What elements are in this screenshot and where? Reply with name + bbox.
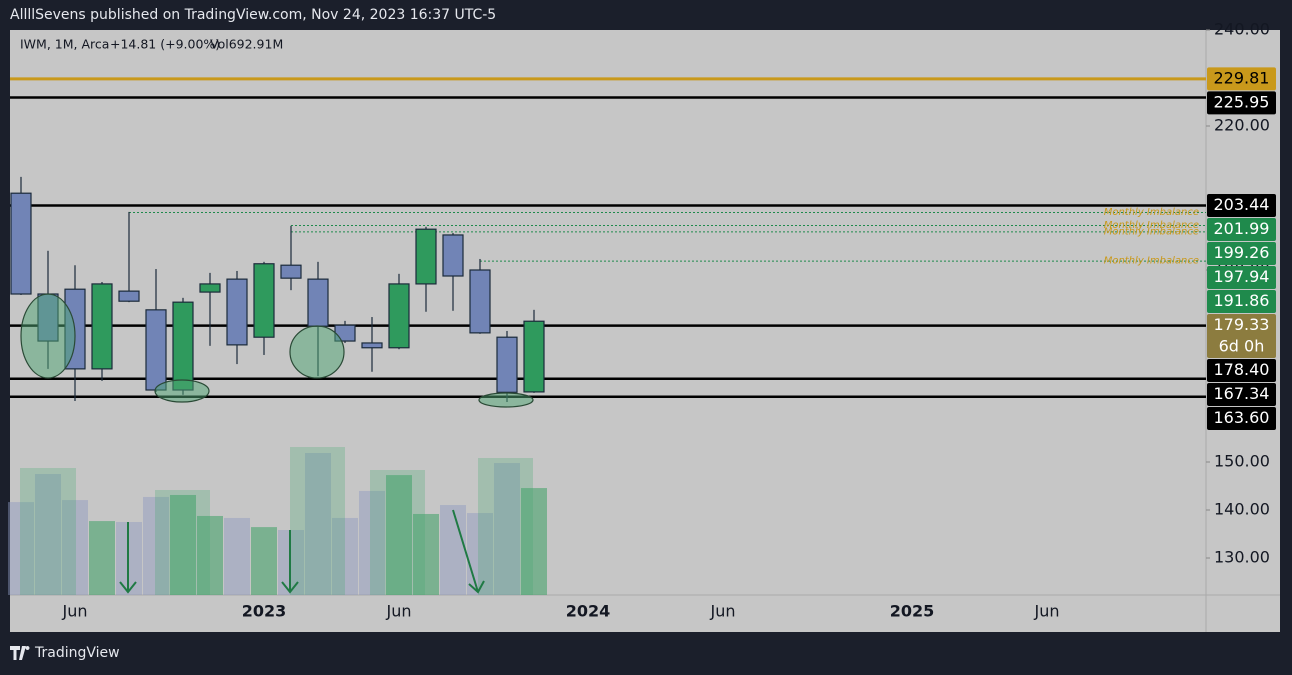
imbalance-label: Monthly Imbalance	[1104, 220, 1199, 231]
imbalance-label: Monthly Imbalance	[1104, 226, 1199, 237]
volume-bar	[305, 453, 331, 595]
volume-bar	[359, 490, 385, 595]
price-label-box	[1207, 91, 1276, 115]
ellipse	[478, 392, 534, 408]
user-drawings	[20, 447, 533, 595]
price-label-box	[1207, 289, 1276, 313]
price-label: 178.40	[1214, 360, 1270, 379]
highlight-box	[478, 458, 533, 595]
highlight-box	[290, 447, 345, 595]
price-label: 229.81	[1214, 68, 1270, 87]
candle-body	[280, 264, 302, 279]
price-label-box	[1207, 406, 1276, 430]
price-label: 197.94	[1214, 267, 1270, 286]
legend-volume: Vol692.91M	[210, 37, 283, 52]
ellipse	[20, 293, 76, 379]
price-label-box	[1207, 382, 1276, 406]
footer: TradingView	[10, 645, 120, 661]
candle-body	[415, 228, 437, 285]
candle-body	[172, 301, 194, 391]
price-label-box	[1207, 193, 1276, 217]
volume-bar	[413, 513, 439, 595]
countdown-label: 6d 0h	[1219, 336, 1265, 355]
price-label: 199.26	[1214, 243, 1270, 262]
price-label-box	[1207, 217, 1276, 241]
price-label: 203.44	[1214, 195, 1270, 214]
candle-body	[10, 192, 32, 295]
volume-bar	[386, 475, 412, 595]
highlight-box	[370, 470, 425, 595]
imbalance-label: Monthly Imbalance	[1104, 207, 1199, 218]
arrow	[119, 522, 137, 594]
user-ellipses	[20, 293, 534, 408]
x-tick-label: Jun	[386, 602, 412, 621]
volume-bar	[251, 527, 277, 595]
volume-bar	[197, 515, 223, 595]
legend-change: +14.81 (+9.00%)	[110, 37, 220, 52]
price-label: 191.86	[1214, 291, 1270, 310]
volume-bar	[143, 496, 169, 595]
volume-bar	[494, 463, 520, 595]
price-label-box	[1207, 313, 1276, 358]
y-tick-label: 150.00	[1214, 452, 1270, 471]
x-tick-label: 2025	[890, 602, 935, 621]
publish-info: AllllSevens published on TradingView.com…	[10, 7, 496, 23]
logo	[10, 646, 30, 660]
x-tick-label: 2024	[566, 602, 611, 621]
candle-body	[226, 278, 248, 346]
price-label: 179.33	[1214, 315, 1270, 334]
candle-body	[199, 283, 221, 293]
arrow	[452, 509, 485, 594]
price-label: 201.99	[1214, 219, 1270, 238]
arrow	[281, 530, 299, 594]
price-label-box	[1207, 241, 1276, 265]
legend: IWM, 1M, Arca +14.81 (+9.00%) Vol692.91M	[20, 37, 283, 52]
volume-bar	[467, 513, 493, 595]
volume-bar	[521, 488, 547, 595]
candle-body	[469, 269, 491, 334]
price-label: 163.60	[1214, 408, 1270, 427]
y-tick-label: 140.00	[1214, 500, 1270, 519]
price-label-box	[1207, 358, 1276, 382]
price-label-box	[1207, 67, 1276, 91]
price-label: 225.95	[1214, 92, 1270, 111]
candle-body	[145, 309, 167, 391]
volume-bar	[89, 521, 115, 595]
volume-bar	[62, 500, 88, 595]
footer-brand: TradingView	[34, 645, 120, 661]
candle-body	[361, 342, 383, 349]
x-tick-label: 2023	[242, 602, 287, 621]
price-label-box	[1207, 265, 1276, 289]
volume-bar	[8, 502, 34, 595]
candle-body	[523, 320, 545, 393]
imbalance-label: Monthly Imbalance	[1104, 256, 1199, 267]
x-tick-label: Jun	[710, 602, 736, 621]
candle-body	[91, 283, 113, 370]
highlight-box	[155, 490, 210, 595]
volume-bar	[332, 517, 358, 595]
x-tick-label: Jun	[62, 602, 88, 621]
candle-body	[496, 336, 518, 393]
x-tick-label: Jun	[1034, 602, 1060, 621]
candle-body	[118, 290, 140, 302]
volume-bar	[224, 517, 250, 595]
y-tick-label: 220.00	[1214, 116, 1270, 135]
volume-bar	[170, 494, 196, 595]
candle-body	[442, 234, 464, 277]
candle-body	[388, 283, 410, 349]
highlight-box	[20, 468, 76, 595]
y-tick-label: 240.00	[1214, 20, 1270, 39]
volume-bar	[440, 505, 466, 595]
ellipse	[289, 325, 345, 379]
candle-body	[253, 263, 275, 338]
price-label: 167.34	[1214, 384, 1270, 403]
y-tick-label: 130.00	[1214, 548, 1270, 567]
legend-symbol: IWM, 1M, Arca	[20, 37, 109, 52]
ellipse	[154, 379, 210, 403]
volume-bar	[35, 473, 61, 595]
candle-body	[307, 278, 329, 327]
